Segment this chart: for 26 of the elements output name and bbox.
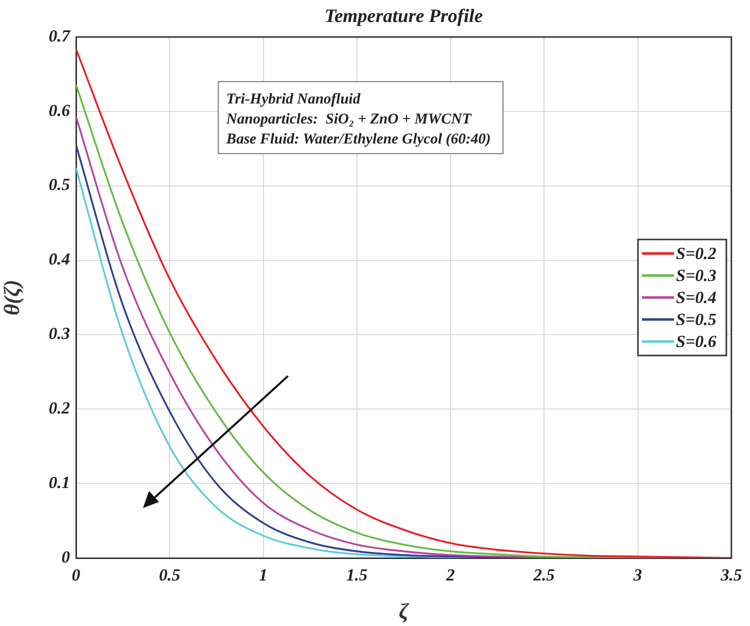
y-tick-label: 0.6 <box>48 100 70 120</box>
x-tick-label: 0.5 <box>159 566 181 585</box>
y-tick-label: 0.1 <box>48 472 70 492</box>
y-axis-title: θ(ζ) <box>0 280 24 316</box>
x-tick-label: 3 <box>632 566 642 585</box>
y-tick-label: 0.2 <box>48 398 70 418</box>
legend-label: S=0.2 <box>676 244 717 263</box>
legend-label: S=0.5 <box>676 310 717 329</box>
legend-label: S=0.4 <box>676 288 716 307</box>
legend-label: S=0.6 <box>676 332 717 351</box>
x-tick-label: 3.5 <box>720 566 742 585</box>
y-tick-label: 0 <box>62 547 70 566</box>
x-axis-title: ζ <box>398 598 410 624</box>
x-tick-label: 2.5 <box>532 566 556 585</box>
y-tick-label: 0.3 <box>48 324 70 344</box>
chart-title: Temperature Profile <box>324 6 484 27</box>
y-tick-label: 0.7 <box>48 26 72 46</box>
x-tick-label: 2 <box>445 566 456 585</box>
legend-label: S=0.3 <box>676 266 717 285</box>
annotation: Tri-Hybrid Nanofluid <box>226 92 361 108</box>
annotation: Nanoparticles: SiO₂ + ZnO + MWCNT <box>225 112 472 128</box>
x-tick-label: 1 <box>259 566 268 585</box>
y-tick-label: 0.4 <box>48 250 70 269</box>
x-tick-label: 1.5 <box>346 566 368 585</box>
y-tick-label: 0.5 <box>48 175 70 194</box>
annotation: Base Fluid: Water/Ethylene Glycol (60:40) <box>225 132 491 148</box>
